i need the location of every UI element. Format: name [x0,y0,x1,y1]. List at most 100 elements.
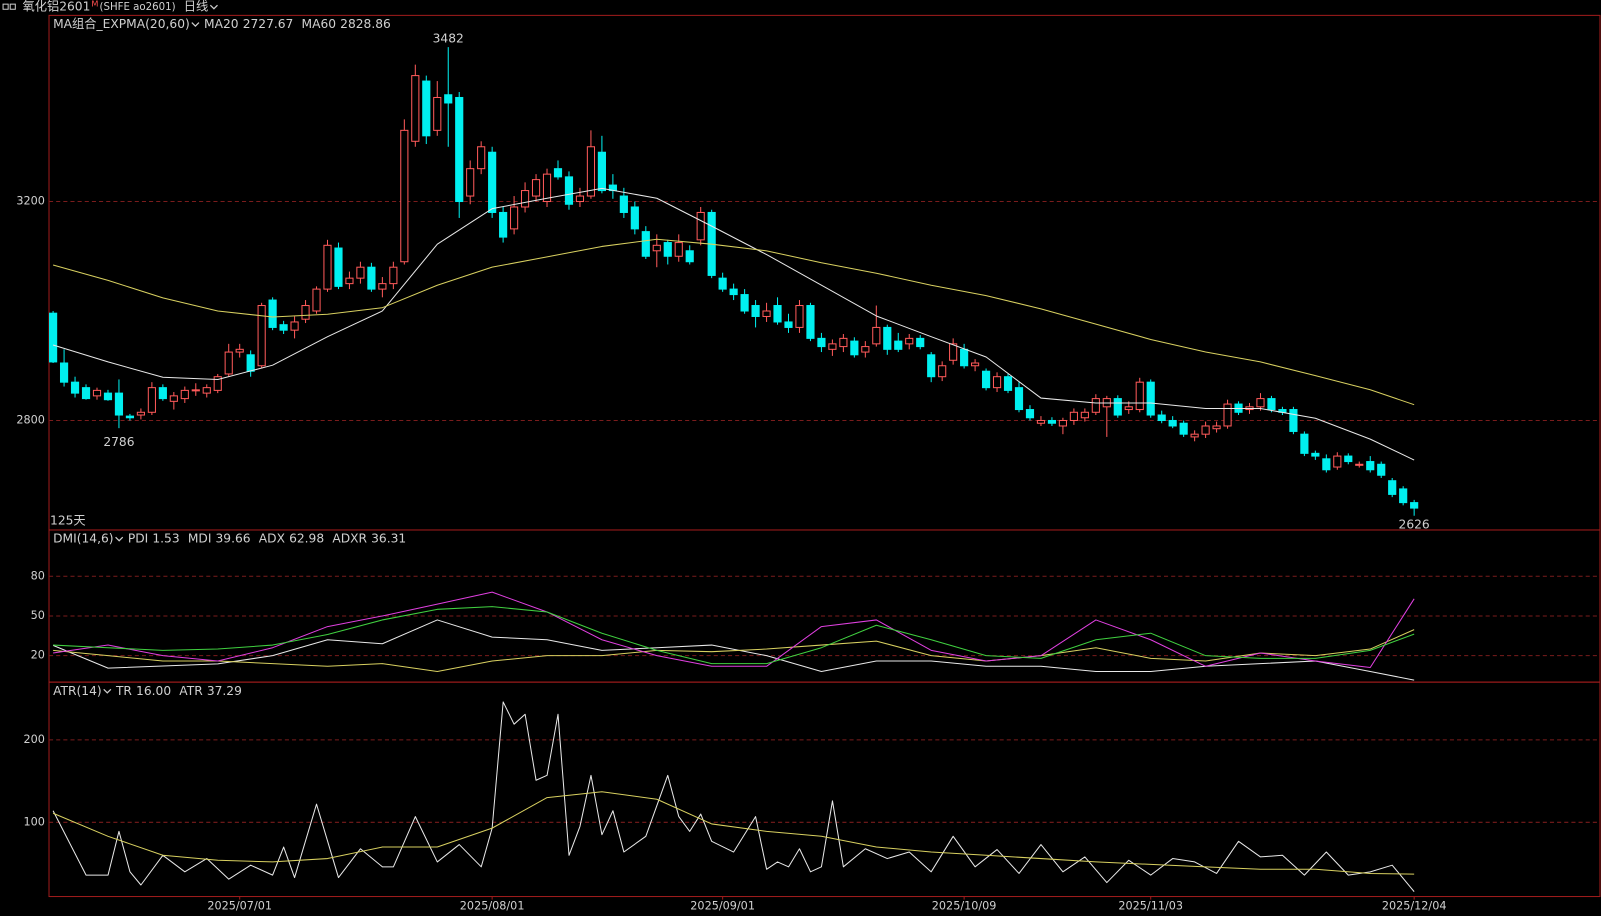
candle-body [641,231,650,257]
candle-body [92,389,102,397]
candle-body [1003,376,1013,391]
candle-body [938,365,947,378]
candle-body [400,129,409,263]
candle-body [916,337,925,348]
candle-body [740,294,749,312]
indicator-line [52,187,1415,461]
candle-body [158,387,167,400]
candle-body [696,211,705,241]
candle-body [345,277,354,285]
period-label: 125天 [50,513,86,527]
candle-body [1267,398,1276,411]
indicator-line [53,629,1415,673]
candle-body [1355,463,1364,466]
candle-body [520,190,530,208]
candle-body [751,305,760,317]
candle-body [455,96,464,203]
candle-body [1300,433,1309,454]
candle-body [367,266,376,290]
candle-body [213,376,222,391]
legend-value: 1.53 [152,532,179,546]
max-label: 3482 [433,31,464,45]
candle-body [729,288,738,296]
panel: 20 50 80 DMI(14,6) PDI 1.53 MDI 39.66 ADX 62.98 AD… [31,529,1601,683]
x-tick-label: 2025/12/04 [1382,900,1447,913]
legend-name: ATR [179,684,203,698]
candle-body [971,362,980,367]
candle-body [1047,419,1057,424]
legend-value: 39.66 [216,532,251,546]
legend-name: MA60 [302,17,337,31]
min-label: 2786 [103,435,134,449]
candle-body [1058,419,1067,427]
candle-body [685,250,694,263]
candle-body [1025,409,1035,419]
indicator-dropdown[interactable] [191,22,200,27]
x-tick-label: 2025/11/03 [1118,900,1183,913]
y-tick-label: 80 [31,569,45,582]
candle-body [1223,403,1232,427]
candle-body [795,305,804,328]
candle-body [828,343,837,350]
candle-body [290,321,299,331]
candle-body [202,387,211,394]
candle-body [1289,409,1298,432]
indicator-dropdown[interactable] [115,536,124,542]
candle-body [575,195,585,203]
min-label: 2626 [1399,517,1430,531]
period-dropdown [209,4,218,10]
candle-body [883,326,892,350]
candle-body [1377,463,1386,476]
candle-body [1036,419,1046,424]
candle-body [224,351,233,375]
symbol-flag: M [91,0,98,9]
candle-body [718,277,727,290]
indicator-line [52,619,1415,681]
indicator-title: DMI(14,6) [53,532,113,546]
candle-body [125,415,135,419]
candle-body [49,312,58,363]
window-icon [9,3,16,10]
candle-body [378,283,387,290]
candle-body [981,370,991,389]
window-icon [2,3,9,10]
symbol: 氧化铝2601 [22,0,90,14]
legend-value: 36.31 [371,532,406,546]
candle-body [389,266,398,285]
legend-value: 37.29 [207,684,242,698]
candle-body [1113,398,1122,416]
candle-body [1344,455,1353,463]
candle-body [411,75,420,142]
candle-body [949,343,958,361]
candle-body [784,321,793,328]
legend-value: 16.00 [136,684,171,698]
period-selector[interactable]: 日线 [184,0,209,14]
legend-name: TR [115,684,132,698]
candle-body [861,346,870,353]
candle-body [894,340,903,350]
candle-body [630,206,639,230]
y-tick-label: 100 [24,815,45,828]
panel-frame [48,681,1601,898]
candle-body [564,176,574,205]
indicator-dropdown[interactable] [103,688,112,694]
candle-body [1256,398,1265,408]
candle-body [927,354,936,378]
candle-body [114,392,124,416]
candle-body [433,96,442,131]
candle-body [762,310,771,317]
y-tick-label: 200 [24,733,45,746]
candle-body [663,242,672,257]
candle-body [81,387,91,400]
symbol-code: (SHFE ao2601) [99,2,175,13]
candle-body [1366,461,1375,471]
indicator-line [52,701,1415,892]
panel-frame [48,14,1601,531]
candle-body [872,326,881,345]
candle-body [246,354,255,372]
x-tick-label: 2025/07/01 [207,900,272,913]
candle-body [1388,480,1397,495]
candle-body [268,299,277,328]
indicator-line [52,238,1415,406]
candle-body [1014,387,1024,411]
